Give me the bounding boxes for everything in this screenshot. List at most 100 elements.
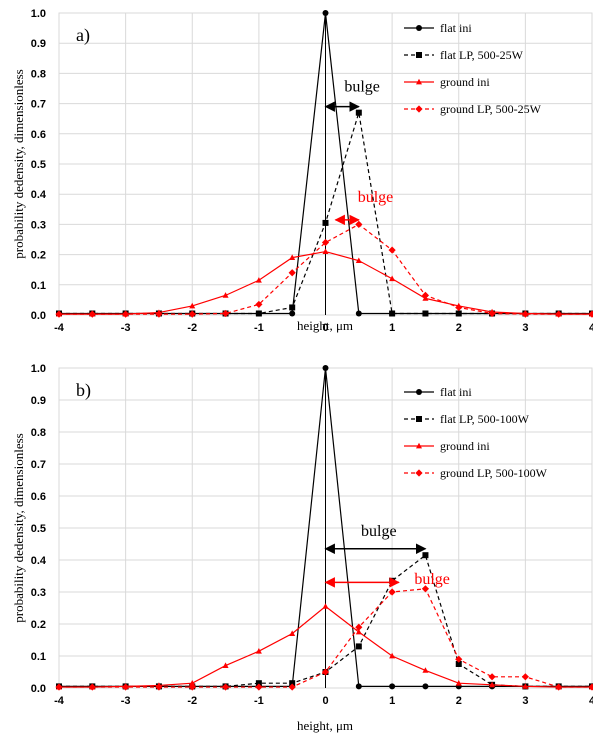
- panel-a-data-point: [221, 309, 230, 318]
- panel-b-x-tick-label: 4: [589, 695, 593, 707]
- panel-a-data-point: [288, 269, 296, 277]
- panel-a-x-tick-label: 1: [389, 322, 395, 334]
- panel-b-data-point: [555, 683, 563, 691]
- panel-b-x-tick-label: 3: [522, 695, 528, 707]
- panel-b-data-point: [122, 683, 130, 691]
- panel-a-y-tick-label: 0.0: [31, 310, 46, 322]
- panel-a-y-tick-label: 0.9: [31, 38, 46, 50]
- panel-b-bulge-label: bulge: [414, 571, 450, 588]
- panel-b-data-point: [389, 652, 396, 659]
- panel-a-legend-marker: [416, 52, 422, 58]
- panel-a-y-tick-label: 0.7: [31, 99, 46, 111]
- panel-a-annotations: bulge bulge: [324, 79, 394, 226]
- panel-a-data-point: [588, 310, 593, 318]
- panel-b-x-tick-label: 0: [322, 695, 328, 707]
- panel-a-data-point: [421, 291, 430, 299]
- panel-a-y-tick-label: 1.0: [31, 8, 46, 20]
- panel-a-data-point: [488, 309, 496, 318]
- panel-a-data-point: [289, 310, 296, 317]
- panel-b-annotations: bulge bulge: [324, 523, 450, 588]
- panel-b-data-point: [321, 668, 330, 676]
- panel-a-data-point: [321, 238, 330, 247]
- panel-b-data-point: [455, 680, 462, 686]
- panel-b-series-4: [55, 585, 593, 691]
- panel-a-legend-marker: [416, 25, 422, 31]
- panel-b-data-point: [288, 683, 296, 691]
- panel-a-y-tick-label: 0.5: [31, 159, 46, 171]
- panel-a-y-tick-label: 0.1: [31, 280, 46, 292]
- panel-b-data-point: [455, 655, 463, 663]
- panel-b-data-point: [388, 588, 396, 596]
- panel-a-legend-item: ground LP, 500-25W: [404, 102, 542, 116]
- panel-a-data-point: [455, 303, 463, 312]
- panel-a-bulge-label: bulge: [344, 79, 380, 96]
- panel-b-data-point: [188, 683, 196, 691]
- panel-a-data-point: [222, 292, 229, 298]
- panel-b-y-tick-label: 0.0: [31, 683, 46, 695]
- panel-a-data-point: [355, 257, 362, 264]
- panel-a-data-point: [188, 310, 196, 318]
- panel-b-series-2: [56, 552, 593, 690]
- panel-b-y-tick-label: 0.2: [31, 619, 46, 631]
- panel-b-legend-label: flat LP, 500-100W: [440, 412, 530, 426]
- panel-a-legend-item: ground ini: [404, 75, 490, 89]
- panel-a-legend-marker: [416, 78, 422, 85]
- panel-b-data-point: [421, 585, 430, 593]
- panel-a-data-point: [355, 310, 362, 317]
- panel-b-legend: flat ini flat LP, 500-100W ground ini groun…: [404, 385, 548, 480]
- panel-b-y-tick-label: 0.5: [31, 523, 46, 535]
- panel-a-data-point: [289, 254, 296, 261]
- panel-b-x-tick-label: -2: [187, 695, 197, 707]
- panel-b-bulge-label: bulge: [361, 523, 397, 540]
- panel-a-data-point: [388, 246, 396, 254]
- panel-b-data-point: [222, 662, 229, 668]
- panel-a-data-point: [255, 310, 262, 317]
- panel-b-data-point: [155, 683, 163, 691]
- panel-a-bulge-label: bulge: [358, 189, 394, 206]
- panel-a-legend-label: flat LP, 500-25W: [440, 48, 524, 62]
- panel-a-y-tick-label: 0.4: [31, 189, 47, 201]
- panel-a-legend-label: flat ini: [440, 21, 472, 35]
- panel-b-y-tick-label: 0.3: [31, 587, 46, 599]
- panel-b-series-3: [56, 603, 593, 690]
- panel-a-y-tick-label: 0.3: [31, 219, 46, 231]
- panel-b-data-point: [489, 681, 496, 688]
- panel-b-label: b): [76, 380, 91, 401]
- panel-b-legend-marker: [416, 389, 422, 395]
- panel-a-data-point: [389, 275, 396, 282]
- panel-b-x-tick-label: 1: [389, 695, 395, 707]
- panel-a-x-tick-label: 4: [589, 322, 593, 334]
- panel-b-y-tick-label: 1.0: [31, 363, 46, 375]
- panel-b-y-tick-label: 0.1: [31, 651, 46, 663]
- panel-a-data-point: [255, 277, 262, 283]
- panel-a-x-tick-label: -1: [254, 322, 264, 334]
- panel-b-y-tick-label: 0.8: [31, 427, 46, 439]
- panel-b-data-point: [355, 628, 362, 635]
- panel-a-data-point: [422, 310, 429, 317]
- panel-a-series: [55, 10, 593, 318]
- panel-a-y-tick-label: 0.8: [31, 68, 46, 80]
- panel-a-y-axis-label: probability dedensity, dimensionless: [11, 69, 26, 258]
- panel-b-data-point: [255, 683, 263, 691]
- panel-b-data-point: [588, 683, 593, 691]
- panel-a-data-point: [521, 310, 529, 318]
- panel-b-data-point: [422, 667, 429, 673]
- panel-a-legend-label: ground LP, 500-25W: [440, 102, 542, 116]
- panel-a-data-point: [289, 304, 296, 311]
- panel-b-x-tick-label: 2: [456, 695, 462, 707]
- panel-b-legend-marker: [416, 416, 422, 422]
- panel-a-x-tick-label: -4: [54, 322, 65, 334]
- panel-b-data-point: [55, 683, 63, 691]
- panel-a-ticks: 0.0 0.1 0.2 0.3 0.4 0.5 0.6 0.7 0.8 0.9 1.0 -4 -3 -2 -…: [31, 8, 593, 334]
- panel-b-data-point: [422, 683, 429, 690]
- panel-a-chart: 0.0 0.1 0.2 0.3 0.4 0.5 0.6 0.7 0.8 0.9 1.0 -4 -3 -2 -…: [11, 8, 593, 334]
- panel-a-x-axis-label: height, μm: [297, 318, 353, 333]
- panel-b-legend-item: flat ini: [404, 385, 472, 399]
- panel-b-data-point: [322, 365, 329, 371]
- panel-b-legend-label: ground ini: [440, 439, 490, 453]
- panel-a-data-point: [555, 310, 563, 318]
- panel-b-legend-label: flat ini: [440, 385, 472, 399]
- panel-b-data-point: [355, 623, 363, 631]
- panel-a-legend-item: flat ini: [404, 21, 472, 35]
- panel-b-x-tick-label: -1: [254, 695, 264, 707]
